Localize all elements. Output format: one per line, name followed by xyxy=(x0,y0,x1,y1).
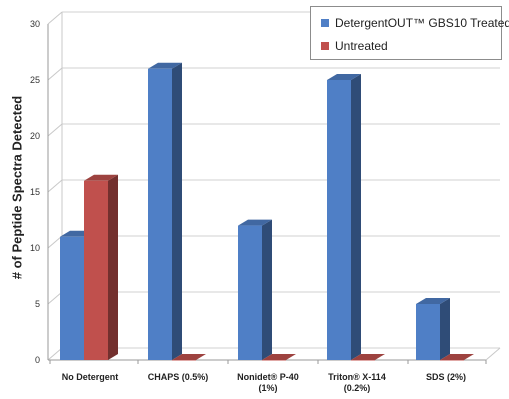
x-tick-label-line: CHAPS (0.5%) xyxy=(147,372,209,382)
bar-front xyxy=(327,80,351,360)
bar-front xyxy=(238,225,262,360)
bar-top xyxy=(148,62,182,69)
bar-top xyxy=(351,354,385,360)
bar-front xyxy=(84,180,108,360)
y-tick-label: 25 xyxy=(30,75,40,85)
bar-top xyxy=(84,174,118,181)
bar xyxy=(440,354,474,361)
legend-swatch-untreated xyxy=(321,42,329,50)
x-tick-label-line: No Detergent xyxy=(61,372,119,382)
bar-front xyxy=(60,236,84,360)
x-tick-label-line: (0.2%) xyxy=(343,383,371,393)
bar-side xyxy=(108,174,118,360)
x-tick-label-line: SDS (2%) xyxy=(425,372,466,382)
bar-side xyxy=(351,74,361,360)
x-tick-label: No Detergent xyxy=(35,372,145,383)
x-tick-label: SDS (2%) xyxy=(391,372,501,383)
legend-label-treated: DetergentOUT™ GBS10 Treated xyxy=(335,16,509,30)
bar-front xyxy=(351,360,375,361)
y-tick-label: 15 xyxy=(30,187,40,197)
legend-swatch-treated xyxy=(321,19,329,27)
bar-top xyxy=(327,74,361,80)
legend-item-treated: DetergentOUT™ GBS10 Treated xyxy=(321,16,509,30)
bar xyxy=(262,354,296,361)
bar-top xyxy=(238,219,272,226)
bar xyxy=(351,354,385,361)
y-axis-label: # of Peptide Spectra Detected xyxy=(9,95,25,280)
bar xyxy=(327,74,361,360)
legend-item-untreated: Untreated xyxy=(321,39,388,53)
bar-front xyxy=(172,360,196,361)
gridline-diagonal xyxy=(47,123,63,137)
bar-top xyxy=(440,354,474,360)
bar-top xyxy=(172,354,206,360)
bar-front xyxy=(440,360,464,361)
bar-top xyxy=(262,354,296,360)
gridline-diagonal xyxy=(47,67,63,81)
y-tick-label: 10 xyxy=(30,243,40,253)
gridline-diagonal xyxy=(47,179,63,193)
y-tick-label: 5 xyxy=(35,299,40,309)
bar xyxy=(84,174,118,360)
bar-top xyxy=(416,298,450,304)
y-tick-label: 0 xyxy=(35,355,40,365)
legend: DetergentOUT™ GBS10 Treated Untreated xyxy=(310,6,509,60)
x-tick-label-line: (1%) xyxy=(258,383,278,393)
x-tick-label: Nonidet® P-40 (1%) xyxy=(213,372,323,394)
bar-side xyxy=(440,298,450,360)
y-tick-label: 20 xyxy=(30,131,40,141)
bar xyxy=(172,354,206,361)
floor-edge xyxy=(485,347,501,361)
x-tick-label-line: Nonidet® P-40 xyxy=(237,372,299,382)
gridline-diagonal xyxy=(47,291,63,305)
bar xyxy=(416,298,450,360)
gridline-diagonal xyxy=(47,11,63,25)
bar-front xyxy=(148,68,172,361)
bar-side xyxy=(262,219,272,360)
x-tick-label-line: Triton® X-114 xyxy=(328,372,386,382)
legend-label-untreated: Untreated xyxy=(335,39,388,53)
bar xyxy=(148,62,182,361)
chart-bars xyxy=(60,62,474,361)
bar-front xyxy=(262,360,286,361)
gridline-diagonal xyxy=(47,347,63,361)
x-tick-label: Triton® X-114 (0.2%) xyxy=(302,372,412,394)
y-tick-label: 30 xyxy=(30,19,40,29)
bar-side xyxy=(172,62,182,361)
gridline-diagonal xyxy=(47,235,63,249)
bar-front xyxy=(416,304,440,360)
bar xyxy=(238,219,272,360)
x-tick-label: CHAPS (0.5%) xyxy=(123,372,233,383)
